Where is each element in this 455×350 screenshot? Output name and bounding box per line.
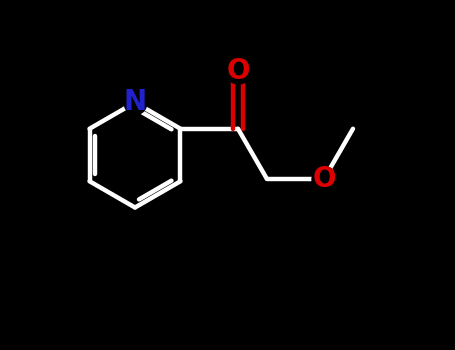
Text: N: N: [123, 89, 147, 117]
Text: O: O: [226, 57, 250, 85]
Text: O: O: [313, 164, 336, 193]
